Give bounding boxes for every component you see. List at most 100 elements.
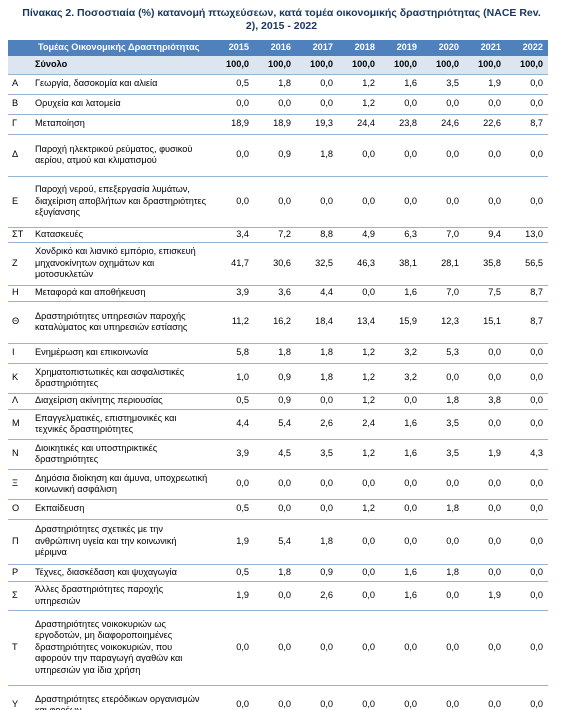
value-cell: 32,5: [296, 242, 339, 286]
table-title: Πίνακας 2. Ποσοστιαία (%) κατανομή πτωχε…: [22, 7, 541, 32]
value-cell: 0,0: [506, 134, 549, 177]
value-cell: 0,0: [254, 469, 297, 500]
value-cell: 0,5: [212, 499, 255, 520]
year-header: 2018: [338, 40, 381, 56]
value-cell: 0,0: [254, 499, 297, 520]
value-cell: 0,0: [506, 94, 549, 115]
code-cell: Τ: [8, 610, 32, 686]
value-cell: 3,5: [296, 439, 339, 470]
data-row: Η Μεταφορά και αποθήκευση 3,9 3,6 4,4 0,0 1,6 7…: [8, 285, 549, 302]
value-cell: 0,0: [506, 499, 549, 520]
value-cell: 3,9: [212, 439, 255, 470]
data-row: ΣΤ Κατασκευές 3,4 7,2 8,8 4,9 6,3 7,0 9,4 13,0: [8, 227, 549, 243]
label-cell: Χονδρικό και λιανικό εμπόριο, επισκευή μ…: [32, 242, 213, 286]
code-cell: Α: [8, 74, 32, 95]
value-cell: 19,3: [296, 114, 339, 135]
value-cell: 0,0: [422, 94, 465, 115]
year-header: 2016: [254, 40, 297, 56]
value-cell: 9,4: [464, 227, 507, 243]
label-cell: Παροχή ηλεκτρικού ρεύματος, φυσικού αερί…: [32, 134, 213, 177]
value-cell: 0,0: [422, 134, 465, 177]
value-cell: 6,3: [380, 227, 423, 243]
value-cell: 0,0: [506, 343, 549, 364]
value-cell: 15,1: [464, 301, 507, 344]
value-cell: 1,9: [464, 439, 507, 470]
value-cell: 0,0: [296, 176, 339, 228]
code-cell: Π: [8, 519, 32, 565]
value-cell: 7,0: [422, 285, 465, 302]
value-cell: 100,0: [338, 55, 381, 75]
value-cell: 13,0: [506, 227, 549, 243]
value-cell: 3,2: [380, 363, 423, 394]
value-cell: 0,0: [296, 685, 339, 710]
value-cell: 0,0: [464, 685, 507, 710]
value-cell: 0,0: [254, 581, 297, 611]
code-cell: Λ: [8, 393, 32, 410]
value-cell: 35,8: [464, 242, 507, 286]
value-cell: 24,4: [338, 114, 381, 135]
label-cell: Δραστηριότητες ετερόδικων οργανισμών και…: [32, 685, 213, 710]
data-row: Κ Χρηματοπιστωτικές και ασφαλιστικές δρασ…: [8, 363, 549, 394]
code-cell: Γ: [8, 114, 32, 135]
value-cell: 2,4: [338, 409, 381, 440]
value-cell: 0,0: [506, 74, 549, 95]
label-cell: Δραστηριότητες υπηρεσιών παροχής καταλύμ…: [32, 301, 213, 344]
label-cell: Ενημέρωση και επικοινωνία: [32, 343, 213, 364]
value-cell: 100,0: [464, 55, 507, 75]
value-cell: 0,0: [422, 363, 465, 394]
value-cell: 0,0: [254, 685, 297, 710]
year-header: 2015: [212, 40, 255, 56]
value-cell: 8,8: [296, 227, 339, 243]
value-cell: 0,0: [380, 499, 423, 520]
value-cell: 1,2: [338, 499, 381, 520]
value-cell: 0,0: [296, 610, 339, 686]
value-cell: 0,0: [212, 94, 255, 115]
value-cell: 0,0: [254, 94, 297, 115]
code-cell: Ο: [8, 499, 32, 520]
value-cell: 1,8: [422, 564, 465, 582]
data-row: Δ Παροχή ηλεκτρικού ρεύματος, φυσικού αερ…: [8, 134, 549, 177]
label-cell: Επαγγελματικές, επιστημονικές και τεχνικ…: [32, 409, 213, 440]
year-header: 2020: [422, 40, 465, 56]
data-row: Υ Δραστηριότητες ετερόδικων οργανισμών κα…: [8, 685, 549, 710]
value-cell: 0,0: [464, 564, 507, 582]
value-cell: 0,0: [380, 685, 423, 710]
data-row: Ι Ενημέρωση και επικοινωνία 5,8 1,8 1,8 1,2 3,…: [8, 343, 549, 364]
value-cell: 1,9: [212, 519, 255, 565]
code-cell: [8, 55, 32, 75]
value-cell: 3,4: [212, 227, 255, 243]
value-cell: 11,2: [212, 301, 255, 344]
value-cell: 0,0: [464, 519, 507, 565]
value-cell: 0,0: [422, 685, 465, 710]
data-table: Τομέας Οικονομικής Δραστηριότητας 2015 201…: [8, 40, 549, 710]
value-cell: 3,5: [422, 409, 465, 440]
value-cell: 0,5: [212, 74, 255, 95]
value-cell: 1,9: [464, 74, 507, 95]
value-cell: 1,6: [380, 74, 423, 95]
data-row: Λ Διαχείριση ακίνητης περιουσίας 0,5 0,9 0,0…: [8, 393, 549, 410]
value-cell: 12,3: [422, 301, 465, 344]
data-row: Π Δραστηριότητες σχετικές με την ανθρώπιν…: [8, 519, 549, 565]
label-cell: Διαχείριση ακίνητης περιουσίας: [32, 393, 213, 410]
value-cell: 22,6: [464, 114, 507, 135]
value-cell: 0,0: [380, 94, 423, 115]
value-cell: 0,0: [380, 519, 423, 565]
value-cell: 7,5: [464, 285, 507, 302]
value-cell: 7,0: [422, 227, 465, 243]
code-cell: Κ: [8, 363, 32, 394]
label-cell: Κατασκευές: [32, 227, 213, 243]
code-cell: Υ: [8, 685, 32, 710]
data-row: Β Ορυχεία και λατομεία 0,0 0,0 0,0 1,2 0,0 0,0 0…: [8, 94, 549, 115]
value-cell: 100,0: [380, 55, 423, 75]
value-cell: 100,0: [212, 55, 255, 75]
value-cell: 38,1: [380, 242, 423, 286]
value-cell: 2,6: [296, 581, 339, 611]
value-cell: 0,0: [464, 610, 507, 686]
value-cell: 3,9: [212, 285, 255, 302]
value-cell: 8,7: [506, 301, 549, 344]
data-row: Γ Μεταποίηση 18,9 18,9 19,3 24,4 23,8 24,6 22,6 8…: [8, 114, 549, 135]
label-cell: Άλλες δραστηριότητες παροχής υπηρεσιών: [32, 581, 213, 611]
code-cell: Ι: [8, 343, 32, 364]
data-row: Τ Δραστηριότητες νοικοκυριών ως εργοδοτών…: [8, 610, 549, 686]
